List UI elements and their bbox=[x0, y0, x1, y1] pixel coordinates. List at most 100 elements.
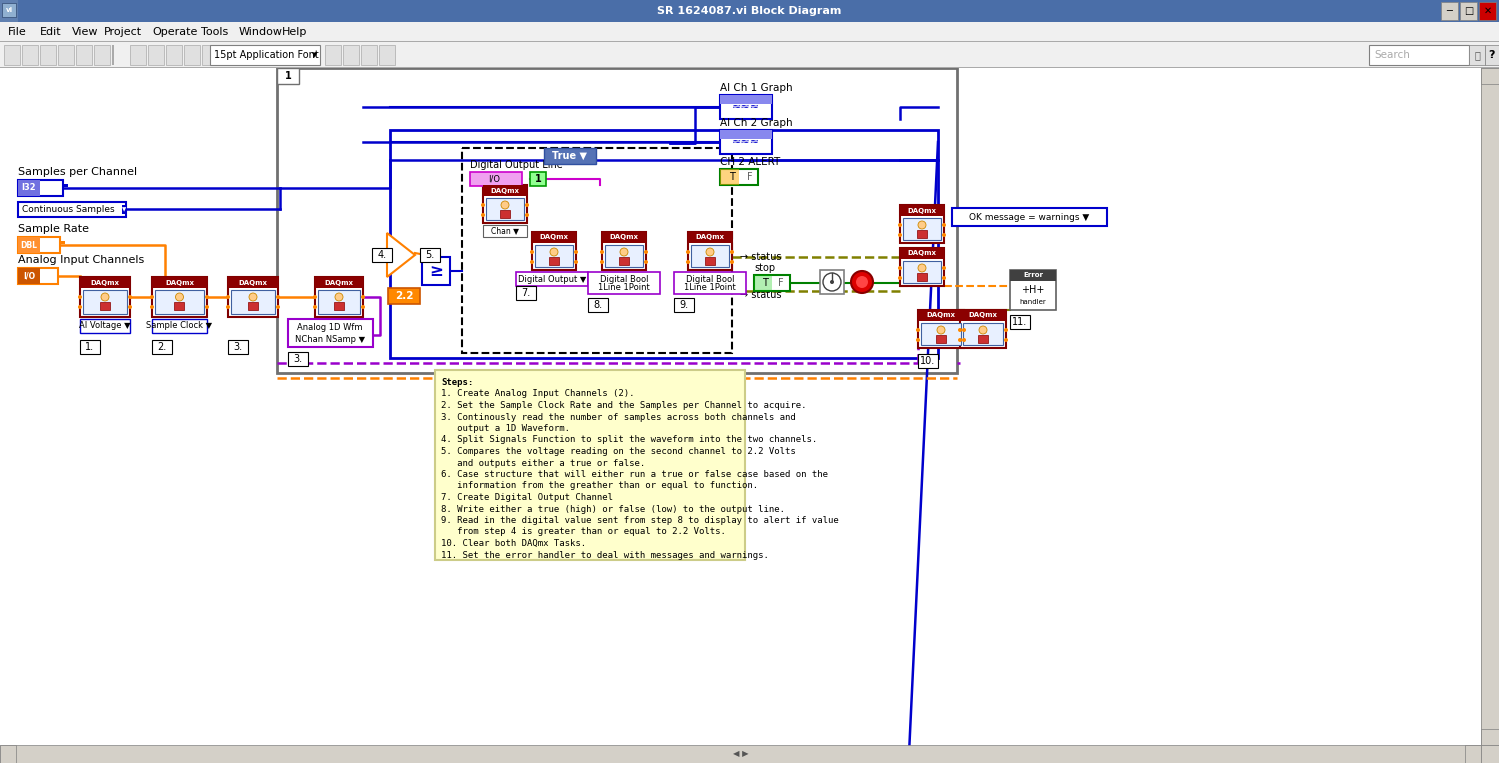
Circle shape bbox=[958, 338, 962, 342]
Text: NChan NSamp ▼: NChan NSamp ▼ bbox=[295, 334, 366, 343]
Text: 2. Set the Sample Clock Rate and the Samples per Channel to acquire.: 2. Set the Sample Clock Rate and the Sam… bbox=[441, 401, 806, 410]
Bar bbox=[94, 45, 109, 65]
Bar bbox=[754, 275, 772, 291]
Text: AI Ch 1 Graph: AI Ch 1 Graph bbox=[720, 83, 793, 93]
Circle shape bbox=[127, 295, 132, 299]
Text: 1: 1 bbox=[535, 174, 541, 184]
Circle shape bbox=[150, 305, 154, 309]
Text: Steps:: Steps: bbox=[441, 378, 474, 387]
Bar bbox=[1460, 2, 1477, 20]
Circle shape bbox=[898, 266, 902, 270]
Bar bbox=[917, 310, 964, 348]
Circle shape bbox=[574, 260, 579, 264]
Bar bbox=[619, 257, 630, 265]
Bar bbox=[820, 270, 844, 294]
Text: 5.: 5. bbox=[426, 250, 435, 260]
Text: 4. Split Signals Function to split the waveform into the two channels.: 4. Split Signals Function to split the w… bbox=[441, 436, 817, 445]
Circle shape bbox=[823, 273, 841, 291]
Text: 2.2: 2.2 bbox=[394, 291, 414, 301]
Bar bbox=[899, 248, 944, 286]
Circle shape bbox=[687, 250, 690, 254]
Bar bbox=[148, 45, 163, 65]
Circle shape bbox=[706, 248, 714, 256]
Bar bbox=[18, 237, 40, 253]
Bar bbox=[79, 340, 100, 354]
Text: 9. Read in the digital value sent from step 8 to display to alert if value: 9. Read in the digital value sent from s… bbox=[441, 516, 839, 525]
Text: Operate: Operate bbox=[153, 27, 198, 37]
Text: ≥: ≥ bbox=[429, 262, 442, 280]
Text: handler: handler bbox=[1019, 299, 1046, 305]
Bar bbox=[0, 0, 1499, 22]
Bar bbox=[361, 45, 378, 65]
Bar bbox=[532, 232, 576, 270]
Text: Digital Bool: Digital Bool bbox=[685, 275, 735, 284]
Text: Digital Output ▼: Digital Output ▼ bbox=[517, 275, 586, 284]
Bar bbox=[174, 302, 184, 310]
Text: 1: 1 bbox=[285, 71, 291, 81]
Text: Window: Window bbox=[238, 27, 282, 37]
Circle shape bbox=[916, 338, 920, 342]
Bar bbox=[902, 218, 941, 240]
Bar bbox=[688, 232, 732, 270]
Text: DAQmx: DAQmx bbox=[490, 188, 520, 194]
Circle shape bbox=[916, 328, 920, 332]
Circle shape bbox=[501, 201, 510, 209]
Circle shape bbox=[898, 233, 902, 237]
Bar bbox=[247, 302, 258, 310]
Text: 1Line 1Point: 1Line 1Point bbox=[598, 284, 651, 292]
Text: +H+: +H+ bbox=[1021, 285, 1045, 295]
Circle shape bbox=[100, 293, 109, 301]
Text: Project: Project bbox=[103, 27, 142, 37]
Text: ▼: ▼ bbox=[121, 208, 126, 213]
Bar bbox=[435, 370, 745, 560]
Circle shape bbox=[249, 293, 256, 301]
Text: DAQmx: DAQmx bbox=[696, 234, 724, 240]
Bar bbox=[705, 257, 715, 265]
Bar bbox=[532, 232, 576, 243]
Bar bbox=[256, 45, 271, 65]
Circle shape bbox=[531, 250, 534, 254]
Bar bbox=[754, 275, 790, 291]
Text: DAQmx: DAQmx bbox=[907, 208, 937, 214]
Text: 11. Set the error handler to deal with messages and warnings.: 11. Set the error handler to deal with m… bbox=[441, 550, 769, 559]
Circle shape bbox=[226, 295, 229, 299]
Text: Analog Input Channels: Analog Input Channels bbox=[18, 255, 144, 265]
Text: Sample Rate: Sample Rate bbox=[18, 224, 88, 234]
Text: OK message = warnings ▼: OK message = warnings ▼ bbox=[968, 213, 1090, 221]
Bar bbox=[588, 272, 660, 294]
Bar bbox=[952, 208, 1106, 226]
Text: 🔍: 🔍 bbox=[1474, 50, 1480, 60]
Bar bbox=[1010, 315, 1030, 329]
Bar bbox=[0, 745, 1481, 763]
Bar bbox=[154, 290, 204, 314]
Bar bbox=[277, 68, 298, 84]
Bar bbox=[231, 290, 274, 314]
Circle shape bbox=[941, 266, 946, 270]
Circle shape bbox=[78, 305, 82, 309]
Circle shape bbox=[150, 295, 154, 299]
Circle shape bbox=[645, 260, 648, 264]
Circle shape bbox=[687, 260, 690, 264]
Text: Digital Bool: Digital Bool bbox=[600, 275, 648, 284]
Bar bbox=[483, 185, 528, 223]
Text: DAQmx: DAQmx bbox=[540, 234, 568, 240]
Text: 3.: 3. bbox=[234, 342, 243, 352]
Text: 7.: 7. bbox=[522, 288, 531, 298]
Text: 9.: 9. bbox=[679, 300, 688, 310]
Text: SR 1624087.vi Block Diagram: SR 1624087.vi Block Diagram bbox=[658, 6, 841, 16]
Bar bbox=[288, 352, 307, 366]
Text: 2.: 2. bbox=[157, 342, 166, 352]
Bar bbox=[18, 268, 58, 284]
Bar bbox=[483, 225, 528, 237]
Bar bbox=[535, 245, 573, 267]
Bar bbox=[60, 241, 64, 244]
Circle shape bbox=[851, 271, 872, 293]
Bar bbox=[588, 298, 609, 312]
Text: 1. Create Analog Input Channels (2).: 1. Create Analog Input Channels (2). bbox=[441, 389, 634, 398]
Bar bbox=[1481, 68, 1499, 745]
Bar bbox=[1010, 270, 1055, 310]
Bar bbox=[18, 180, 40, 196]
Bar bbox=[977, 335, 988, 343]
Text: True ▼: True ▼ bbox=[553, 151, 588, 161]
Text: 1Line 1Point: 1Line 1Point bbox=[684, 284, 736, 292]
